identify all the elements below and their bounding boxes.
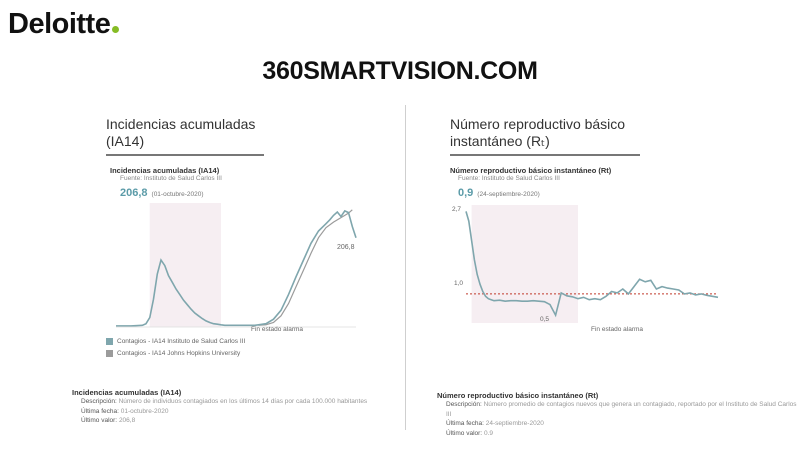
left-description: Incidencias acumuladas (IA14) Descripció… xyxy=(72,388,402,426)
legend-item-jh: Contagios - IA14 Johns Hopkins Universit… xyxy=(106,350,245,357)
left-value: 206,8 xyxy=(120,187,148,199)
legend-swatch-jh xyxy=(106,350,113,357)
right-heading: Número reproductivo básico instantáneo (… xyxy=(450,116,640,156)
legend-swatch-isciii xyxy=(106,338,113,345)
right-heading-line1: Número reproductivo básico xyxy=(450,116,626,132)
left-desc-last-value: Último valor: 206,8 xyxy=(81,417,136,424)
deloitte-logo: Deloitte xyxy=(8,8,120,41)
logo-text: Deloitte xyxy=(8,8,111,40)
right-shaded-region xyxy=(471,205,578,323)
legend-item-isciii: Contagios - IA14 Instituto de Salud Carl… xyxy=(106,338,245,345)
right-chart: 2,7 1,0 0,5 Fin estado alarma xyxy=(452,205,719,333)
left-shaded-region xyxy=(149,203,221,327)
right-end-label: Fin estado alarma xyxy=(591,326,643,333)
right-value-row: 0,9 (24-septiembre-2020) xyxy=(458,183,540,201)
right-series-rt xyxy=(465,211,719,318)
left-value-row: 206,8 (01-octubre-2020) xyxy=(120,183,204,201)
left-series-jh xyxy=(258,209,353,326)
right-label-max: 2,7 xyxy=(452,206,461,213)
right-desc-last-value: Último valor: 0.9 xyxy=(446,429,493,437)
left-date: (01-octubre-2020) xyxy=(151,191,204,198)
column-divider xyxy=(405,105,406,430)
left-desc-title: Incidencias acumuladas (IA14) xyxy=(72,388,182,397)
right-heading-line2: instantáneo (Rₜ) xyxy=(450,133,550,149)
right-label-ref: 1,0 xyxy=(454,280,463,287)
right-description: Número reproductivo básico instantáneo (… xyxy=(437,391,799,438)
left-series-isciii xyxy=(116,209,357,327)
left-legend: Contagios - IA14 Instituto de Salud Carl… xyxy=(106,338,245,357)
left-end-label: Fin estado alarma xyxy=(251,326,303,333)
right-desc-title: Número reproductivo básico instantáneo (… xyxy=(437,391,599,400)
right-source: Fuente: Instituto de Salud Carlos III xyxy=(458,175,560,182)
right-value: 0,9 xyxy=(458,187,474,199)
left-chart: Fin estado alarma 206,8 xyxy=(116,203,357,333)
left-heading-rule xyxy=(106,154,264,156)
left-desc-description: Descripción: Número de individuos contag… xyxy=(81,398,368,405)
right-desc-last-date: Última fecha: 24-septiembre-2020 xyxy=(446,420,544,427)
right-label-min: 0,5 xyxy=(540,316,549,323)
right-desc-description: Descripción: Número promedio de contagio… xyxy=(446,401,797,418)
left-heading: Incidencias acumuladas (IA14) xyxy=(106,116,264,156)
left-heading-line1: Incidencias acumuladas xyxy=(106,116,256,132)
right-heading-rule xyxy=(450,154,640,156)
right-date: (24-septiembre-2020) xyxy=(477,191,540,198)
legend-label-jh: Contagios - IA14 Johns Hopkins Universit… xyxy=(117,350,241,357)
site-title: 360SMARTVISION.COM xyxy=(262,57,538,85)
left-annotation: 206,8 xyxy=(337,244,355,251)
right-chart-title: Número reproductivo básico instantáneo (… xyxy=(450,166,612,175)
left-source: Fuente: Instituto de Salud Carlos III xyxy=(120,175,222,182)
left-heading-line2: (IA14) xyxy=(106,133,145,149)
left-chart-title: Incidencias acumuladas (IA14) xyxy=(110,166,220,175)
legend-label-isciii: Contagios - IA14 Instituto de Salud Carl… xyxy=(117,338,246,345)
logo-dot-icon xyxy=(112,26,120,33)
left-desc-last-date: Última fecha: 01-octubre-2020 xyxy=(81,407,169,415)
